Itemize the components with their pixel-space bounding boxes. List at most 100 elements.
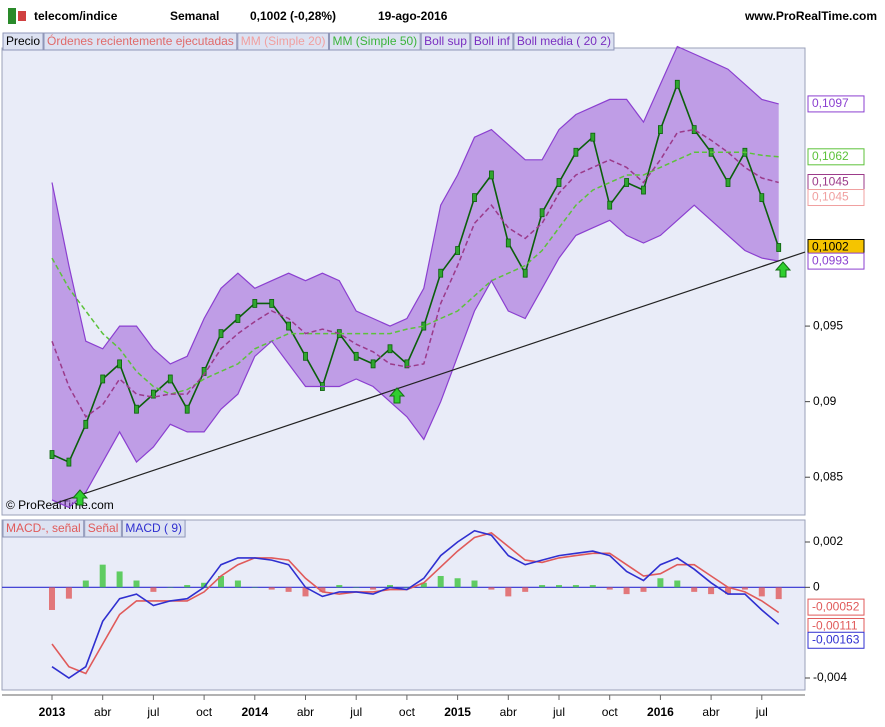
candle [624, 178, 629, 187]
x-tick-label: abr [297, 705, 314, 719]
band-line [51, 45, 779, 365]
last-value-box [807, 598, 865, 616]
histogram-bar [184, 585, 191, 588]
histogram-bar [454, 578, 461, 588]
legend-entry: MM (Simple 50) [332, 34, 417, 48]
histogram-bar [437, 575, 444, 588]
candle [100, 374, 106, 384]
histogram-bar [285, 587, 292, 592]
candle [370, 359, 376, 369]
candle [539, 208, 545, 218]
histogram-bar [302, 587, 309, 597]
histogram-bar [741, 587, 748, 590]
histogram-bar [708, 587, 715, 595]
candle [235, 314, 241, 323]
candle [150, 389, 156, 399]
x-tick-label: oct [196, 705, 213, 719]
buy-arrow [388, 387, 406, 404]
last-value-label: -0,00111 [812, 619, 858, 633]
candle [472, 193, 477, 203]
histogram-bar [623, 587, 630, 595]
candle [269, 299, 275, 308]
legend-entry: Boll inf [474, 34, 511, 48]
x-tick-label: jul [552, 705, 565, 719]
period: Semanal [170, 9, 219, 23]
legend-box [43, 32, 238, 51]
histogram-bar [133, 580, 140, 588]
legend-box [84, 519, 122, 538]
histogram-bar [387, 585, 393, 588]
histogram-bar [268, 587, 275, 590]
legend-box [121, 519, 186, 538]
x-tick-label: abr [702, 705, 719, 719]
last-value-label: -0,00163 [812, 632, 860, 646]
candle [83, 419, 89, 429]
histogram-bar [370, 587, 377, 590]
x-tick-label: 2016 [647, 705, 674, 719]
y-tick-label: 0 [813, 579, 820, 593]
y-tick-label: 0,085 [813, 469, 843, 483]
copyright: © ProRealTime.com [6, 498, 114, 512]
legend-box [2, 32, 44, 51]
histogram-bar [691, 587, 698, 592]
last-value-label: 0,1045 [812, 190, 849, 204]
last-value-box [807, 252, 865, 270]
quote: 0,1002 (-0,28%) [250, 9, 336, 23]
candle [573, 147, 579, 157]
band-line [51, 204, 779, 509]
x-tick-label: 2013 [39, 705, 66, 719]
histogram-bar [522, 587, 529, 592]
last-value-label: 0,1002 [812, 240, 849, 254]
legend-box [328, 32, 421, 51]
histogram-bar [572, 585, 579, 588]
legend-box [2, 519, 85, 538]
histogram-bar [234, 580, 241, 588]
legend-entry: MACD ( 9) [125, 521, 182, 535]
candle [252, 299, 258, 308]
last-value-box [807, 148, 865, 166]
histogram-bar [201, 582, 208, 588]
candle [404, 359, 410, 369]
candle [505, 238, 511, 248]
histogram-bar [319, 587, 326, 592]
logo [18, 11, 26, 21]
histogram-bar [420, 582, 427, 588]
candle [522, 268, 528, 278]
histogram-bar [589, 585, 596, 588]
legend-entry: Precio [6, 34, 40, 48]
histogram-bar [251, 587, 258, 588]
x-tick-label: jul [146, 705, 159, 719]
x-tick-label: 2014 [241, 705, 268, 719]
candle [286, 321, 292, 331]
macd-panel [1, 519, 806, 691]
price-line [51, 82, 780, 464]
x-tick-label: abr [500, 705, 517, 719]
histogram-bar [116, 571, 123, 588]
candle [759, 193, 765, 203]
histogram-bar [99, 564, 106, 588]
histogram-bar [775, 587, 782, 600]
histogram-bar [657, 578, 664, 588]
histogram-bar [640, 587, 647, 592]
x-tick-label: oct [602, 705, 619, 719]
candle [590, 132, 596, 142]
last-value-label: 0,1097 [812, 96, 849, 110]
candle [117, 359, 122, 369]
histogram-bar [336, 585, 343, 588]
legend-entry: MACD-, señal [6, 521, 81, 535]
legend-box [470, 32, 514, 51]
histogram-bar [167, 587, 174, 588]
y-tick-label: 0,09 [813, 394, 837, 408]
legend-entry: MM (Simple 20) [241, 34, 326, 48]
trendline [51, 251, 806, 505]
logo [8, 8, 16, 24]
histogram-bar [218, 575, 224, 588]
moving-average [51, 128, 779, 418]
candle [218, 329, 224, 339]
legend-entry: Boll media ( 20 2) [517, 34, 611, 48]
candle [387, 344, 393, 354]
legend-box [420, 32, 471, 51]
histogram-bar [471, 580, 478, 588]
legend-entry: Boll sup [424, 34, 467, 48]
candle [353, 351, 359, 361]
